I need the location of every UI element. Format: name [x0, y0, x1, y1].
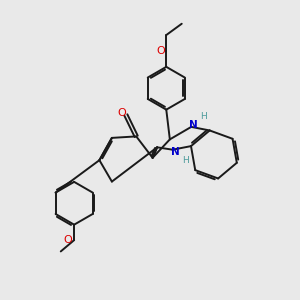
Text: N: N: [189, 119, 198, 130]
Text: O: O: [156, 46, 165, 56]
Text: H: H: [182, 156, 188, 165]
Text: O: O: [64, 235, 73, 245]
Text: H: H: [200, 112, 207, 121]
Text: N: N: [171, 147, 179, 157]
Text: O: O: [117, 108, 126, 118]
